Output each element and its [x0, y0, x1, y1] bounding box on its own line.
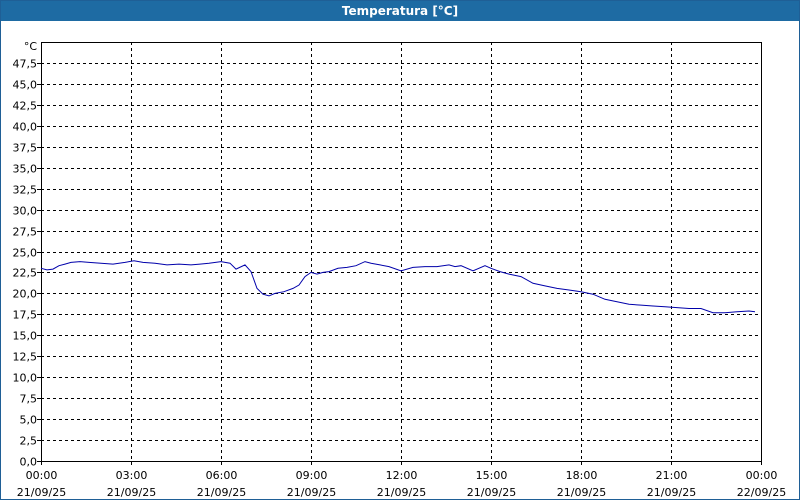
y-tick-label: 20,0: [13, 288, 38, 301]
y-tick-label: 12,5: [13, 351, 38, 364]
x-tick-time-label: 03:00: [116, 469, 148, 482]
y-axis-unit-label: °C: [24, 40, 38, 53]
x-tick-time-label: 09:00: [296, 469, 328, 482]
x-tick-time-label: 18:00: [566, 469, 598, 482]
series-group: [40, 260, 756, 314]
y-tick-label: 7,5: [20, 393, 38, 406]
x-tick-time-label: 00:00: [26, 469, 58, 482]
temperature-series-line: [40, 260, 756, 314]
y-tick-label: 30,0: [13, 205, 38, 218]
x-tick-date-label: 21/09/25: [647, 486, 696, 499]
x-tick-date-label: 21/09/25: [107, 486, 156, 499]
x-tick-time-label: 00:00: [746, 469, 778, 482]
x-tick-date-label: 22/09/25: [737, 486, 786, 499]
y-tick-label: 15,0: [13, 330, 38, 343]
x-tick-time-label: 12:00: [386, 469, 418, 482]
y-tick-label: 35,0: [13, 163, 38, 176]
x-tick-date-label: 21/09/25: [377, 486, 426, 499]
grid-lines: [37, 42, 762, 465]
x-tick-date-label: 21/09/25: [197, 486, 246, 499]
y-tick-label: 22,5: [13, 267, 38, 280]
y-tick-label: 27,5: [13, 226, 38, 239]
y-tick-label: 40,0: [13, 121, 38, 134]
y-tick-label: 32,5: [13, 184, 38, 197]
y-tick-label: 47,5: [13, 58, 38, 71]
y-tick-label: 5,0: [20, 414, 38, 427]
y-tick-label: 45,0: [13, 79, 38, 92]
x-tick-date-label: 21/09/25: [287, 486, 336, 499]
y-tick-label: 17,5: [13, 309, 38, 322]
y-tick-label: 25,0: [13, 247, 38, 260]
x-tick-time-label: 06:00: [206, 469, 238, 482]
x-tick-date-label: 21/09/25: [17, 486, 66, 499]
y-tick-label: 37,5: [13, 142, 38, 155]
y-tick-label: 2,5: [20, 435, 38, 448]
y-tick-label: 10,0: [13, 372, 38, 385]
x-axis-tick-labels: 00:00 21/09/25 03:00 21/09/25 06:00 21/09/25 0…: [17, 469, 786, 499]
y-tick-label: 0,0: [20, 456, 38, 469]
y-axis-tick-labels: 0,0 2,5 5,0 7,5 10,0 12,5 15,0 17,5 20,0 22,5 25,0…: [13, 58, 38, 469]
window-title: Temperatura [°C]: [1, 1, 799, 21]
x-tick-time-label: 15:00: [476, 469, 508, 482]
y-tick-label: 42,5: [13, 100, 38, 113]
x-tick-date-label: 21/09/25: [467, 486, 516, 499]
x-tick-time-label: 21:00: [656, 469, 688, 482]
plot-area: [41, 42, 762, 462]
x-tick-date-label: 21/09/25: [557, 486, 606, 499]
